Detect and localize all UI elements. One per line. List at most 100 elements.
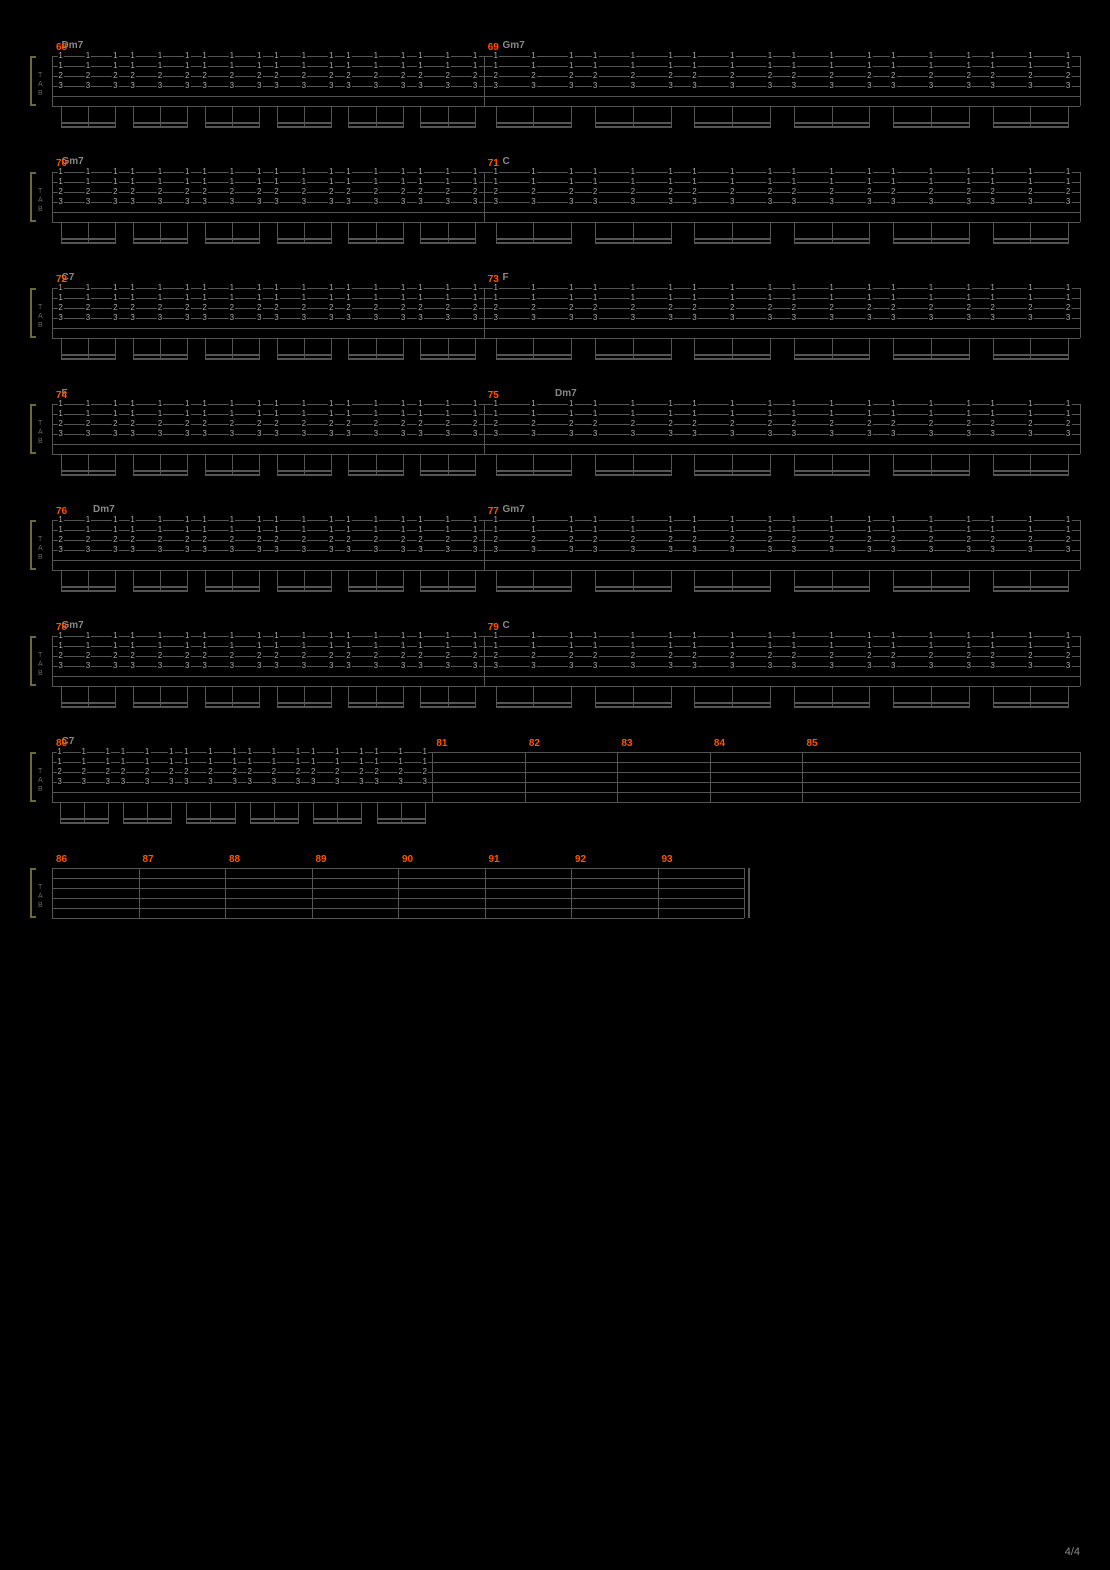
fret-number: 1 [866, 516, 872, 524]
fret-number: 2 [989, 420, 995, 428]
fret-number: 3 [400, 198, 406, 206]
note-stem [376, 570, 377, 592]
fret-number: 1 [667, 642, 673, 650]
fret-number: 1 [592, 410, 598, 418]
fret-number: 3 [791, 662, 797, 670]
fret-number: 1 [965, 642, 971, 650]
fret-number: 2 [301, 304, 307, 312]
fret-number: 3 [273, 198, 279, 206]
chord-row [30, 852, 1080, 868]
fret-number: 1 [373, 642, 379, 650]
fret-number: 2 [1065, 188, 1071, 196]
fret-number: 2 [866, 652, 872, 660]
note-stem [348, 454, 349, 476]
fret-number: 1 [256, 516, 262, 524]
note-stem [475, 106, 476, 128]
fret-number: 2 [328, 188, 334, 196]
fret-number: 2 [791, 536, 797, 544]
fret-number: 1 [129, 642, 135, 650]
fret-number: 3 [256, 82, 262, 90]
fret-number: 3 [530, 430, 536, 438]
note-stem [496, 338, 497, 360]
fret-number: 2 [271, 768, 277, 776]
fret-number: 3 [928, 546, 934, 554]
fret-number: 3 [201, 198, 207, 206]
note-stem [1030, 338, 1031, 360]
fret-number: 2 [229, 536, 235, 544]
chord-label: C [503, 620, 510, 631]
fret-number: 1 [472, 294, 478, 302]
fret-number: 1 [1065, 632, 1071, 640]
note-stem [361, 802, 362, 824]
note-stem [931, 106, 932, 128]
note-stem [770, 454, 771, 476]
note-stem [1030, 222, 1031, 244]
note-stem [420, 570, 421, 592]
fret-number: 1 [630, 52, 636, 60]
note-stem [832, 106, 833, 128]
fret-number: 3 [229, 82, 235, 90]
fret-number: 1 [256, 284, 262, 292]
fret-number: 3 [866, 82, 872, 90]
fret-number: 1 [400, 52, 406, 60]
measure-number: 83 [621, 738, 632, 749]
note-stem [376, 222, 377, 244]
fret-number: 1 [183, 748, 189, 756]
note-stem [115, 454, 116, 476]
fret-number: 1 [729, 178, 735, 186]
fret-number: 3 [129, 430, 135, 438]
fret-number: 1 [373, 62, 379, 70]
fret-number: 1 [334, 758, 340, 766]
fret-number: 3 [472, 82, 478, 90]
fret-number: 2 [828, 188, 834, 196]
fret-number: 1 [201, 410, 207, 418]
note-stem [1068, 686, 1069, 708]
fret-number: 1 [1027, 294, 1033, 302]
fret-number: 3 [667, 546, 673, 554]
fret-number: 3 [345, 82, 351, 90]
note-stem [304, 686, 305, 708]
fret-number: 1 [105, 758, 111, 766]
note-stem [187, 106, 188, 128]
measure-number: 87 [143, 854, 154, 865]
fret-number: 1 [445, 516, 451, 524]
fret-number: 1 [112, 62, 118, 70]
fret-number: 1 [229, 632, 235, 640]
tab-clef: TAB [38, 56, 52, 106]
fret-number: 1 [568, 632, 574, 640]
note-stem [869, 338, 870, 360]
fret-number: 2 [568, 420, 574, 428]
fret-number: 3 [231, 778, 237, 786]
fret-number: 2 [767, 188, 773, 196]
note-stem [633, 222, 634, 244]
fret-number: 2 [1027, 188, 1033, 196]
fret-number: 2 [85, 420, 91, 428]
fret-number: 2 [85, 72, 91, 80]
fret-number: 2 [568, 304, 574, 312]
fret-number: 2 [112, 652, 118, 660]
fret-number: 2 [667, 652, 673, 660]
fret-number: 1 [184, 52, 190, 60]
note-stem [304, 454, 305, 476]
fret-number: 1 [630, 62, 636, 70]
fret-number: 1 [345, 62, 351, 70]
fret-number: 2 [890, 420, 896, 428]
fret-number: 1 [1027, 400, 1033, 408]
fret-number: 1 [445, 62, 451, 70]
fret-number: 1 [767, 294, 773, 302]
note-stem [533, 222, 534, 244]
fret-number: 1 [201, 284, 207, 292]
fret-number: 1 [828, 284, 834, 292]
fret-number: 1 [184, 168, 190, 176]
note-stem [115, 222, 116, 244]
fret-number: 3 [866, 546, 872, 554]
system-bracket [30, 520, 38, 570]
staff-line [52, 106, 1080, 107]
fret-number: 1 [183, 758, 189, 766]
fret-number: 1 [56, 758, 62, 766]
note-stem [88, 338, 89, 360]
note-stem [1030, 570, 1031, 592]
fret-number: 1 [301, 294, 307, 302]
fret-number: 1 [472, 284, 478, 292]
measure-number: 82 [529, 738, 540, 749]
